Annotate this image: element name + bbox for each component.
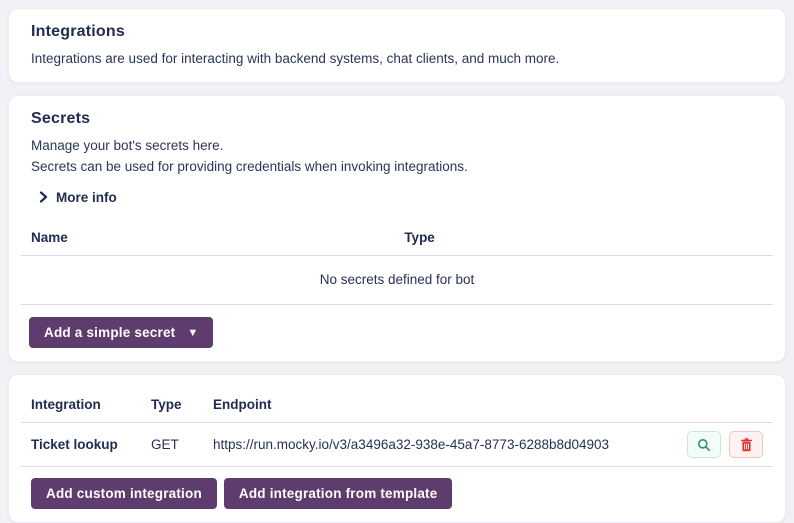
integration-method: GET [151, 437, 179, 453]
integration-list-card: Integration Type Endpoint Ticket lookup … [8, 374, 786, 523]
add-simple-secret-label: Add a simple secret [44, 325, 176, 341]
secrets-table: Name Type No secrets defined for bot [21, 222, 773, 306]
integrations-header-card: Integrations Integrations are used for i… [8, 8, 786, 84]
integrations-description: Integrations are used for interacting wi… [31, 51, 560, 66]
secrets-column-header-name: Name [31, 230, 68, 246]
add-integration-from-template-button[interactable]: Add integration from template [223, 478, 453, 510]
more-info-toggle[interactable]: More info [39, 190, 117, 205]
search-icon [697, 438, 711, 452]
secrets-card: Secrets Manage your bot's secrets here. … [8, 95, 786, 363]
secrets-description-line1: Manage your bot's secrets here. [31, 138, 224, 154]
integration-endpoint: https://run.mocky.io/v3/a3496a32-938e-45… [213, 437, 610, 453]
integration-row-actions [671, 431, 763, 459]
integration-table-row: Ticket lookup GET https://run.mocky.io/v… [21, 423, 773, 468]
add-integration-from-template-label: Add integration from template [238, 486, 438, 502]
secrets-description-line2: Secrets can be used for providing creden… [31, 158, 468, 174]
secrets-column-header-type: Type [404, 230, 435, 246]
chevron-right-icon [39, 191, 48, 203]
integration-table: Integration Type Endpoint Ticket lookup … [21, 389, 773, 468]
integrations-title: Integrations [31, 23, 125, 40]
more-info-label: More info [56, 189, 117, 205]
secrets-table-header-row: Name Type [21, 222, 773, 257]
view-integration-button[interactable] [687, 431, 721, 459]
integration-column-header: Integration [31, 397, 101, 413]
integration-table-header-row: Integration Type Endpoint [21, 389, 773, 424]
type-column-header: Type [151, 397, 182, 413]
add-simple-secret-button[interactable]: Add a simple secret ▼ [29, 317, 214, 349]
add-custom-integration-button[interactable]: Add custom integration [31, 478, 217, 510]
trash-icon [740, 438, 753, 452]
integration-actions: Add custom integration Add integration f… [31, 478, 763, 510]
endpoint-column-header: Endpoint [213, 397, 272, 413]
secrets-title: Secrets [31, 110, 91, 128]
secrets-empty-message: No secrets defined for bot [21, 256, 773, 306]
add-custom-integration-label: Add custom integration [46, 486, 202, 502]
caret-down-icon: ▼ [187, 327, 199, 340]
integration-name: Ticket lookup [31, 437, 118, 453]
delete-integration-button[interactable] [729, 431, 763, 459]
